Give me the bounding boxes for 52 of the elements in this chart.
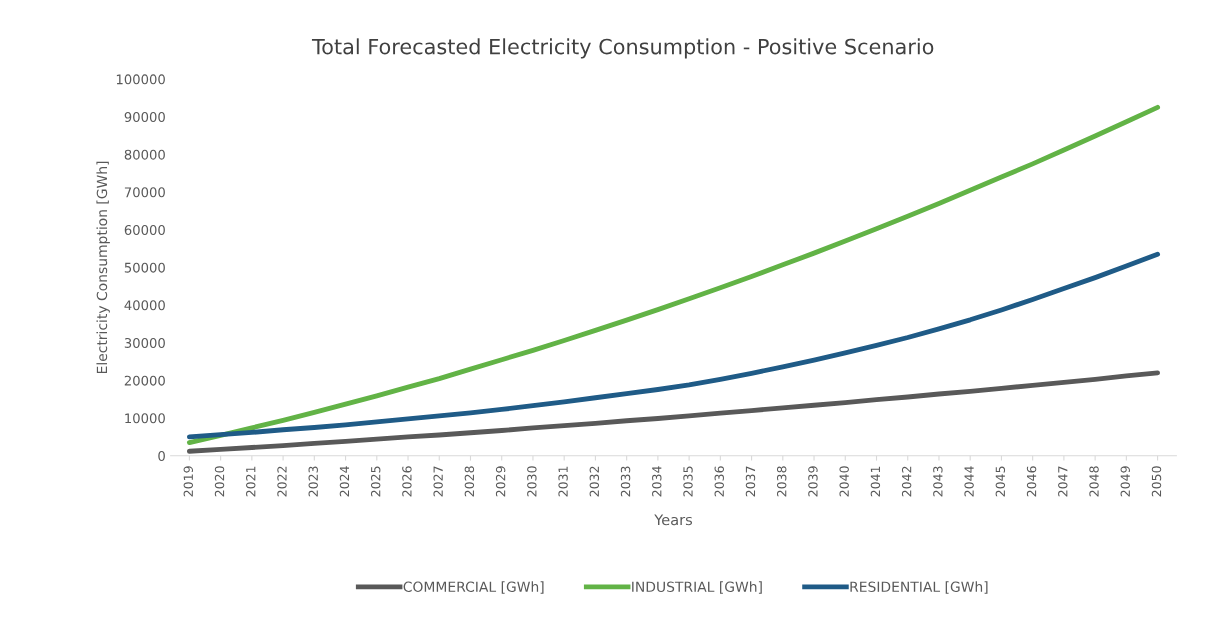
y-tick-label: 60000 [124, 225, 165, 235]
x-tick-label: 2047 [1058, 466, 1068, 497]
y-tick-label: 10000 [125, 413, 165, 424]
x-tick-label: 2020 [214, 466, 225, 497]
x-tick-label: 2050 [1151, 466, 1162, 497]
x-tick-label: 2044 [964, 466, 974, 497]
y-tick-label: 40000 [124, 300, 165, 311]
x-tick-label: 2046 [1026, 466, 1037, 497]
x-tick-label: 2045 [995, 466, 1006, 497]
x-tick-label: 2039 [808, 466, 818, 497]
line-series [186, 370, 1161, 454]
x-tick-label: 2035 [683, 466, 693, 497]
x-tick-label: 2032 [589, 466, 600, 497]
x-tick-label: 2019 [183, 466, 194, 497]
x-tick-label: 2048 [1089, 466, 1099, 497]
x-tick-label: 2040 [839, 466, 849, 497]
x-tick-label: 2043 [933, 466, 943, 497]
y-tick-label: 80000 [124, 149, 165, 160]
x-tick-label: 2024 [339, 466, 350, 497]
y-tick-label: 0 [158, 450, 165, 461]
legend-label: COMMERCIAL [GWh] [403, 581, 544, 594]
x-tick-label: 2026 [402, 466, 412, 497]
y-axis-title: Electricity Consumption [GWh] [96, 161, 110, 374]
legend-label: RESIDENTIAL [GWh] [850, 581, 988, 594]
legend-label: INDUSTRIAL [GWh] [632, 581, 762, 594]
chart-title: Total Forecasted Electricity Consumption - Positive Scenario [311, 38, 934, 59]
x-tick-label: 2028 [464, 466, 475, 497]
x-tick-label: 2022 [277, 466, 287, 497]
x-tick-label: 2042 [901, 466, 912, 497]
x-tick-label: 2027 [433, 466, 443, 497]
y-tick-label: 70000 [124, 187, 165, 198]
line-series [186, 104, 1161, 446]
x-tick-label: 2030 [527, 466, 537, 497]
x-axis-title: Years [654, 514, 693, 526]
x-tick-label: 2031 [558, 466, 568, 497]
x-tick-label: 2036 [714, 466, 724, 497]
x-tick-label: 2033 [620, 466, 631, 497]
x-tick-label: 2049 [1120, 466, 1130, 497]
y-tick-label: 100000 [116, 74, 165, 85]
x-tick-label: 2041 [870, 466, 881, 497]
x-tick-label: 2029 [495, 466, 506, 497]
x-tick-label: 2023 [308, 466, 318, 497]
line-series [186, 251, 1161, 440]
x-tick-label: 2037 [745, 466, 756, 497]
y-tick-label: 30000 [124, 337, 165, 348]
x-tick-label: 2025 [370, 466, 381, 497]
x-tick-label: 2021 [246, 466, 256, 497]
x-tick-label: 2038 [776, 466, 787, 497]
y-tick-label: 90000 [124, 112, 165, 122]
y-tick-label: 50000 [124, 262, 165, 273]
x-tick-label: 2034 [652, 466, 662, 497]
y-tick-label: 20000 [124, 375, 165, 386]
